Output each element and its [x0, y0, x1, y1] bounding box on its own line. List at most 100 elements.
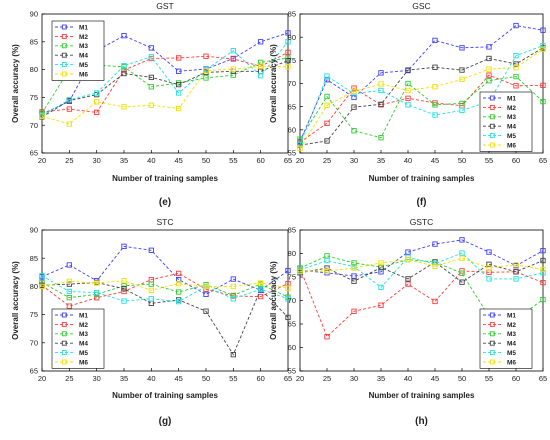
data-point [285, 58, 291, 64]
x-tick-label: 35 [377, 156, 385, 165]
data-point [230, 48, 236, 54]
legend-entry: M2 [79, 322, 88, 329]
data-point [513, 262, 519, 268]
legend-entry: M5 [507, 350, 516, 357]
data-point [230, 66, 236, 72]
data-point [258, 73, 264, 79]
data-point [94, 109, 100, 116]
x-tick-label: 40 [147, 156, 155, 165]
x-tick-label: 60 [512, 156, 520, 165]
x-tick-label: 20 [38, 374, 46, 383]
x-axis-label: Number of training samples [112, 174, 218, 183]
legend-marker [61, 321, 67, 327]
legend-entry: M1 [507, 95, 516, 102]
data-point [285, 296, 291, 302]
series-m5 [39, 39, 291, 119]
data-point [459, 250, 465, 256]
data-point [176, 270, 182, 277]
data-point [405, 102, 411, 108]
x-tick-label: 45 [174, 374, 182, 383]
x-tick-label: 50 [458, 374, 466, 383]
data-point [285, 285, 291, 291]
data-point [176, 298, 182, 305]
data-point [513, 276, 519, 282]
legend-entry: M1 [79, 24, 88, 31]
y-axis-label: Overall accuracy (%) [11, 261, 20, 340]
series-line [41, 280, 289, 291]
y-tick-label: 70 [288, 296, 296, 305]
data-point [432, 298, 438, 305]
data-point [285, 64, 291, 70]
data-point [66, 121, 72, 127]
legend-marker [61, 340, 67, 346]
legend-marker [61, 52, 67, 58]
data-point [258, 280, 264, 286]
data-point [405, 87, 411, 94]
data-point [486, 44, 492, 50]
data-point [94, 99, 100, 105]
data-point [540, 98, 546, 105]
data-point [405, 95, 411, 101]
y-tick-label: 80 [288, 33, 296, 42]
legend-marker [489, 95, 495, 101]
legend-entry: M3 [507, 331, 516, 338]
data-point [486, 265, 492, 271]
x-tick-label: 45 [174, 156, 182, 165]
data-point [94, 280, 100, 286]
data-point [121, 104, 127, 110]
legend-entry: M6 [507, 359, 516, 366]
data-point [324, 265, 330, 271]
legend-marker [489, 359, 495, 365]
data-point [432, 112, 438, 118]
series-line [299, 260, 544, 283]
data-point [121, 33, 127, 39]
panel-label: (e) [159, 197, 171, 208]
data-point [540, 279, 546, 286]
x-tick-label: 60 [256, 374, 264, 383]
data-point [459, 270, 465, 276]
data-point [324, 334, 330, 340]
legend-entry: M6 [507, 142, 516, 149]
legend-marker [61, 43, 67, 49]
x-tick-label: 65 [539, 156, 547, 165]
data-point [66, 96, 72, 103]
data-point [459, 255, 465, 261]
legend-marker [489, 133, 495, 139]
data-point [459, 237, 465, 243]
legend-marker [489, 142, 495, 148]
data-point [378, 101, 384, 108]
data-point [486, 249, 492, 255]
y-tick-label: 60 [288, 125, 296, 134]
legend-entry: M1 [507, 312, 516, 319]
data-point [230, 296, 236, 302]
x-tick-label: 20 [296, 156, 304, 165]
series-m3 [39, 279, 291, 301]
data-point [486, 78, 492, 84]
data-point [459, 67, 465, 73]
y-tick-label: 55 [288, 367, 296, 376]
data-point [258, 286, 264, 292]
x-tick-label: 20 [38, 156, 46, 165]
data-point [378, 70, 384, 76]
data-point [176, 276, 182, 283]
series-m6 [39, 278, 291, 293]
x-tick-label: 20 [296, 374, 304, 383]
data-point [176, 105, 182, 112]
data-point [486, 72, 492, 78]
y-tick-label: 75 [30, 93, 38, 102]
y-tick-label: 65 [30, 149, 38, 158]
legend-marker [489, 350, 495, 356]
legend-entry: M4 [79, 53, 88, 60]
data-point [351, 85, 357, 91]
y-tick-label: 85 [288, 10, 296, 19]
data-point [459, 76, 465, 82]
data-point [230, 283, 236, 290]
data-point [230, 276, 236, 282]
data-point [148, 45, 154, 51]
data-point [176, 68, 182, 74]
data-point [285, 314, 291, 321]
legend-marker [489, 340, 495, 346]
data-point [432, 241, 438, 247]
